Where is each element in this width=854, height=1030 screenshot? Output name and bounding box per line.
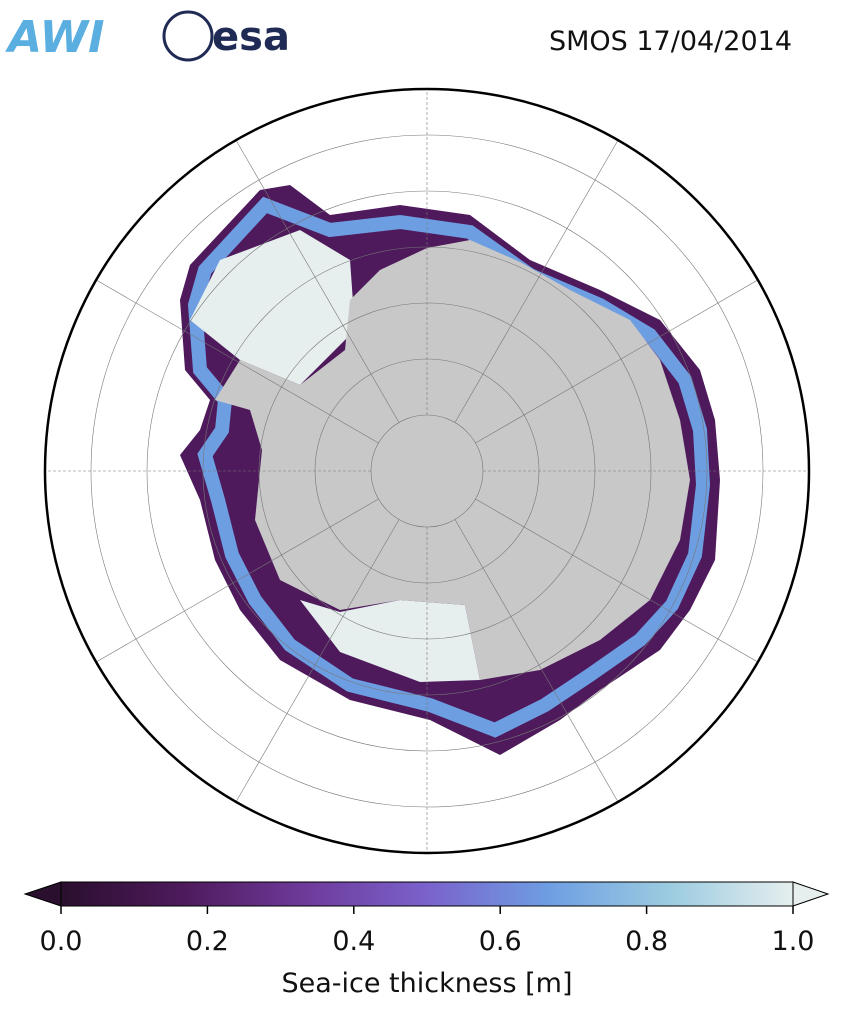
meridian (231, 133, 400, 423)
tick-label: 0.4 (332, 926, 375, 957)
tick-label: 0.6 (479, 926, 522, 957)
esa-logo-mark (162, 10, 214, 62)
ross-ice (300, 600, 480, 682)
meridian (89, 498, 379, 667)
meridian (475, 498, 765, 667)
map-border (43, 87, 811, 855)
colorbar (60, 881, 794, 907)
meridian (89, 275, 379, 444)
meridian (231, 519, 400, 809)
colorbar-label: Sea-ice thickness [m] (281, 968, 572, 999)
meridian (454, 519, 623, 809)
latitude-circle (146, 190, 708, 752)
tick-label: 1.0 (772, 926, 815, 957)
colorbar-extend-high (792, 881, 830, 907)
tick-label: 0.0 (40, 926, 83, 957)
meridian (475, 275, 765, 444)
tick-label: 0.8 (625, 926, 668, 957)
awi-logo: AWI (5, 12, 105, 63)
weddell-ice (190, 230, 355, 385)
esa-logo: esa (212, 14, 290, 60)
tick-label: 0.2 (186, 926, 229, 957)
antarctica (215, 240, 690, 680)
graticule (45, 89, 809, 853)
sea-ice-band (187, 196, 711, 738)
colorbar-ticks: 0.0 0.2 0.4 0.6 0.8 1.0 (40, 906, 815, 957)
map (45, 89, 809, 853)
colorbar-extend-low (23, 881, 62, 907)
meridian (454, 133, 623, 423)
title: SMOS 17/04/2014 (549, 26, 792, 57)
